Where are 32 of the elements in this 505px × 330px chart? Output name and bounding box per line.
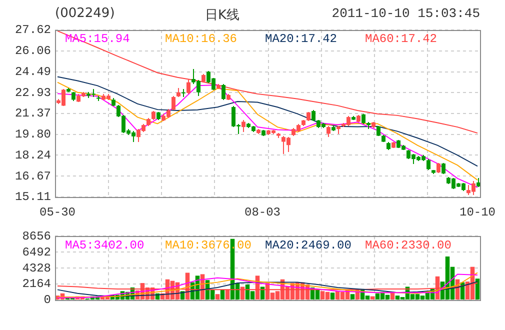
text: MA10:16.36 (165, 32, 238, 46)
bar (350, 294, 355, 300)
bar (215, 294, 220, 300)
text: 2011-10-10 15:03:45 (332, 6, 480, 21)
y-tick-label: 26.06 (14, 44, 51, 58)
y-tick-label: 15.11 (14, 190, 51, 204)
y-tick-label: 19.80 (14, 128, 51, 142)
y-tick-label: 27.62 (14, 23, 51, 38)
y-tick-label: 18.24 (14, 148, 51, 162)
bar (225, 290, 230, 300)
y-tick-label: 22.93 (14, 86, 51, 100)
y-tick-label: 4328 (22, 261, 51, 276)
text: MA20:2469.00 (265, 238, 352, 252)
bar (220, 290, 225, 300)
y-tick-label: 0 (44, 293, 51, 308)
chart-title: (002249) (55, 6, 115, 21)
bar (475, 278, 480, 300)
bar (330, 292, 335, 300)
y-tick-label: 2164 (22, 277, 51, 292)
x-tick-label: 10-10 (459, 205, 496, 220)
y-tick-label: 21.37 (14, 106, 51, 121)
text: MA60:2330.00 (365, 238, 452, 252)
y-tick-label: 24.49 (14, 64, 51, 79)
chart-subtitle: 日K线 (205, 7, 240, 24)
y-tick-label: 6492 (22, 245, 51, 260)
text: MA5:3402.00 (65, 238, 144, 252)
text: MA20:17.42 (265, 32, 338, 46)
text: MA60:17.42 (365, 32, 438, 46)
x-tick-label: 05-30 (39, 205, 76, 220)
x-tick-label: 08-03 (244, 205, 281, 220)
y-tick-label: 8656 (22, 229, 51, 244)
y-tick-label: 16.67 (14, 169, 51, 184)
